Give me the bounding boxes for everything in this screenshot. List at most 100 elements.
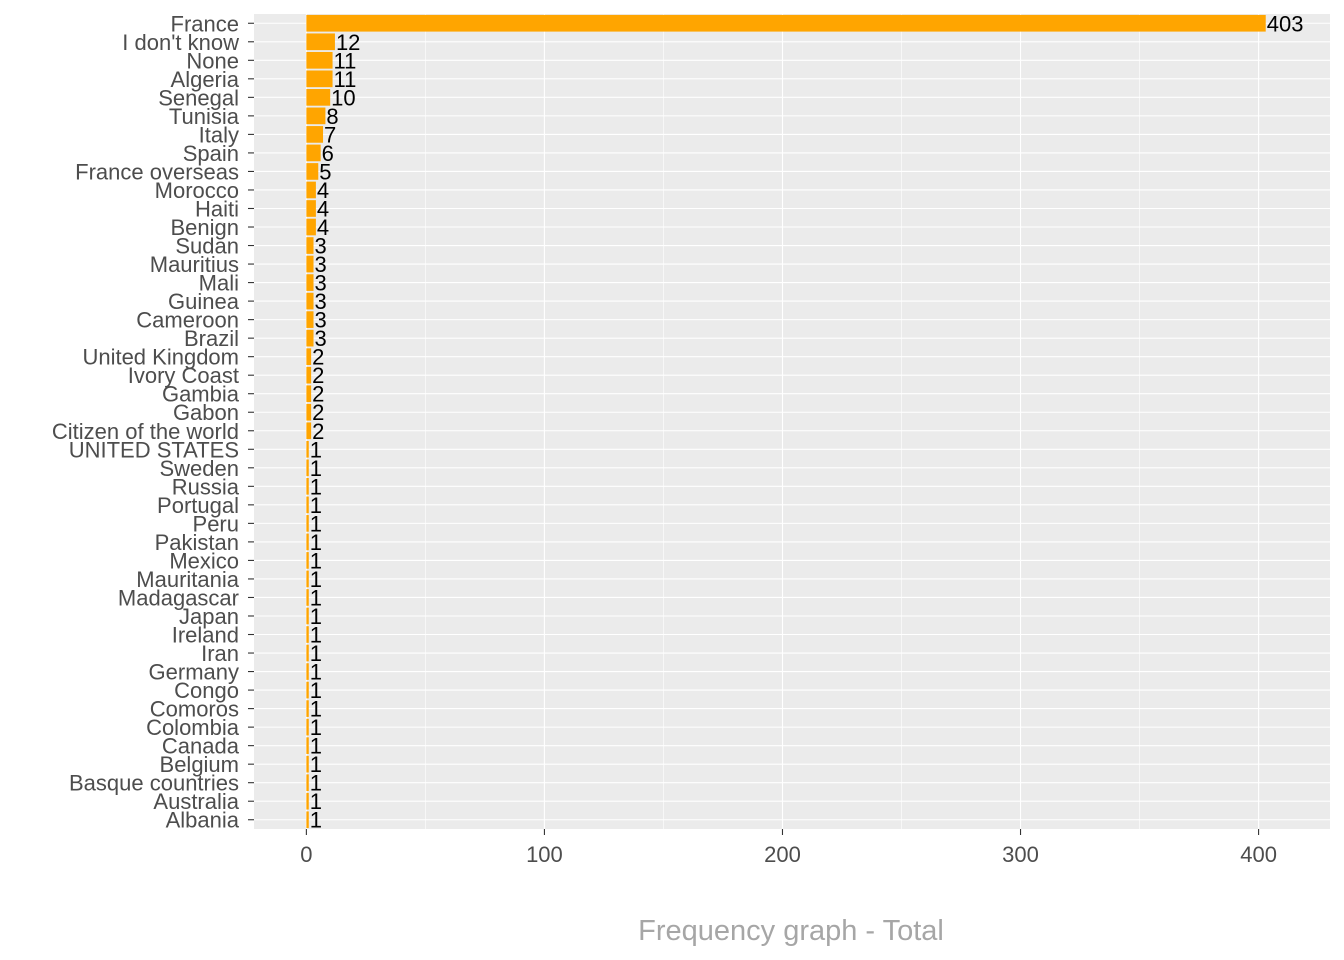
y-tick-label: Brazil — [184, 326, 239, 351]
y-tick-label: Citizen of the world — [52, 419, 239, 444]
data-label: 10 — [331, 85, 355, 110]
y-tick-label: Mauritius — [150, 252, 239, 277]
bar — [306, 644, 309, 662]
data-label: 11 — [334, 67, 357, 92]
bar — [306, 366, 312, 384]
data-label: 3 — [315, 252, 327, 277]
y-tick-label: None — [186, 48, 239, 73]
y-tick-label: Colombia — [146, 715, 240, 740]
bar — [306, 496, 309, 514]
bar — [306, 237, 314, 254]
data-label: 4 — [317, 178, 329, 203]
y-tick-label: Benign — [170, 215, 239, 240]
data-label: 1 — [310, 678, 322, 703]
data-label: 8 — [326, 104, 338, 129]
data-label: 1 — [310, 511, 322, 536]
data-label: 1 — [310, 493, 322, 518]
y-tick-label: Sweden — [159, 456, 239, 481]
data-label: 1 — [310, 771, 322, 796]
y-tick-label: Peru — [193, 511, 239, 536]
data-label: 1 — [310, 530, 322, 555]
y-tick-label: Ireland — [172, 623, 239, 648]
y-tick-label: Russia — [172, 474, 240, 499]
data-label: 1 — [310, 474, 322, 499]
data-label: 3 — [315, 308, 327, 333]
bar — [306, 51, 333, 69]
y-tick-label: Cameroon — [136, 308, 239, 333]
bar — [306, 663, 309, 680]
y-tick-label: United Kingdom — [82, 345, 239, 370]
data-label: 1 — [310, 585, 322, 610]
data-label: 2 — [312, 345, 324, 370]
data-label: 1 — [310, 456, 322, 481]
data-label: 3 — [315, 289, 327, 314]
bar — [306, 385, 312, 403]
data-label: 3 — [315, 234, 327, 259]
data-label: 1 — [310, 548, 322, 573]
y-tick-label: Portugal — [157, 493, 239, 518]
bar — [306, 255, 314, 273]
bar — [306, 89, 331, 106]
bar — [306, 607, 309, 625]
y-tick-label: Basque countries — [69, 771, 239, 796]
data-label: 1 — [310, 808, 322, 833]
data-labels: 4031211111087654443333332222211111111111… — [310, 11, 1304, 832]
x-tick-label: 300 — [1002, 842, 1039, 867]
data-label: 1 — [310, 567, 322, 592]
bar — [306, 274, 314, 291]
data-label: 5 — [319, 159, 331, 184]
y-tick-label: Germany — [149, 660, 239, 685]
y-tick-label: Iran — [201, 641, 239, 666]
bar — [306, 774, 309, 792]
bar — [306, 737, 309, 754]
plot-panel — [254, 14, 1330, 829]
y-tick-label: Mauritania — [136, 567, 239, 592]
bar — [306, 218, 316, 236]
data-label: 1 — [310, 641, 322, 666]
data-label: 1 — [310, 734, 322, 759]
bar — [306, 14, 1266, 32]
y-tick-label: France — [171, 11, 239, 36]
data-label: 7 — [324, 122, 336, 147]
bar — [306, 33, 335, 51]
y-tick-label: Albania — [166, 808, 240, 833]
bar — [306, 477, 309, 495]
data-label: 1 — [310, 752, 322, 777]
x-tick-label: 100 — [526, 842, 563, 867]
y-tick-label: Haiti — [195, 196, 239, 221]
y-tick-label: Italy — [199, 122, 239, 147]
data-label: 1 — [310, 697, 322, 722]
bar — [306, 107, 326, 125]
data-label: 4 — [317, 196, 329, 221]
data-label: 403 — [1267, 11, 1304, 36]
data-label: 11 — [334, 48, 357, 73]
y-tick-label: Madagascar — [118, 585, 239, 610]
y-tick-label: Tunisia — [169, 104, 240, 129]
bar — [306, 755, 309, 773]
bar — [306, 700, 309, 717]
data-label: 1 — [310, 604, 322, 629]
bar — [306, 792, 309, 810]
y-tick-label: Australia — [153, 789, 239, 814]
y-tick-label: Spain — [183, 141, 239, 166]
data-label: 2 — [312, 419, 324, 444]
y-tick-label: I don't know — [122, 30, 239, 55]
y-tick-label: Gambia — [162, 382, 240, 407]
bar — [306, 681, 309, 699]
data-label: 1 — [310, 715, 322, 740]
y-tick-label: Belgium — [160, 752, 239, 777]
data-label: 1 — [310, 437, 322, 462]
bar — [306, 552, 309, 569]
bar — [306, 329, 314, 347]
bar — [306, 292, 314, 310]
bar — [306, 422, 312, 440]
y-tick-label: UNITED STATES — [69, 437, 239, 462]
bar — [306, 126, 324, 143]
bar — [306, 811, 309, 829]
bar — [306, 515, 309, 532]
data-label: 2 — [312, 363, 324, 388]
x-axis-title: Frequency graph - Total — [638, 915, 944, 947]
bar — [306, 144, 321, 162]
